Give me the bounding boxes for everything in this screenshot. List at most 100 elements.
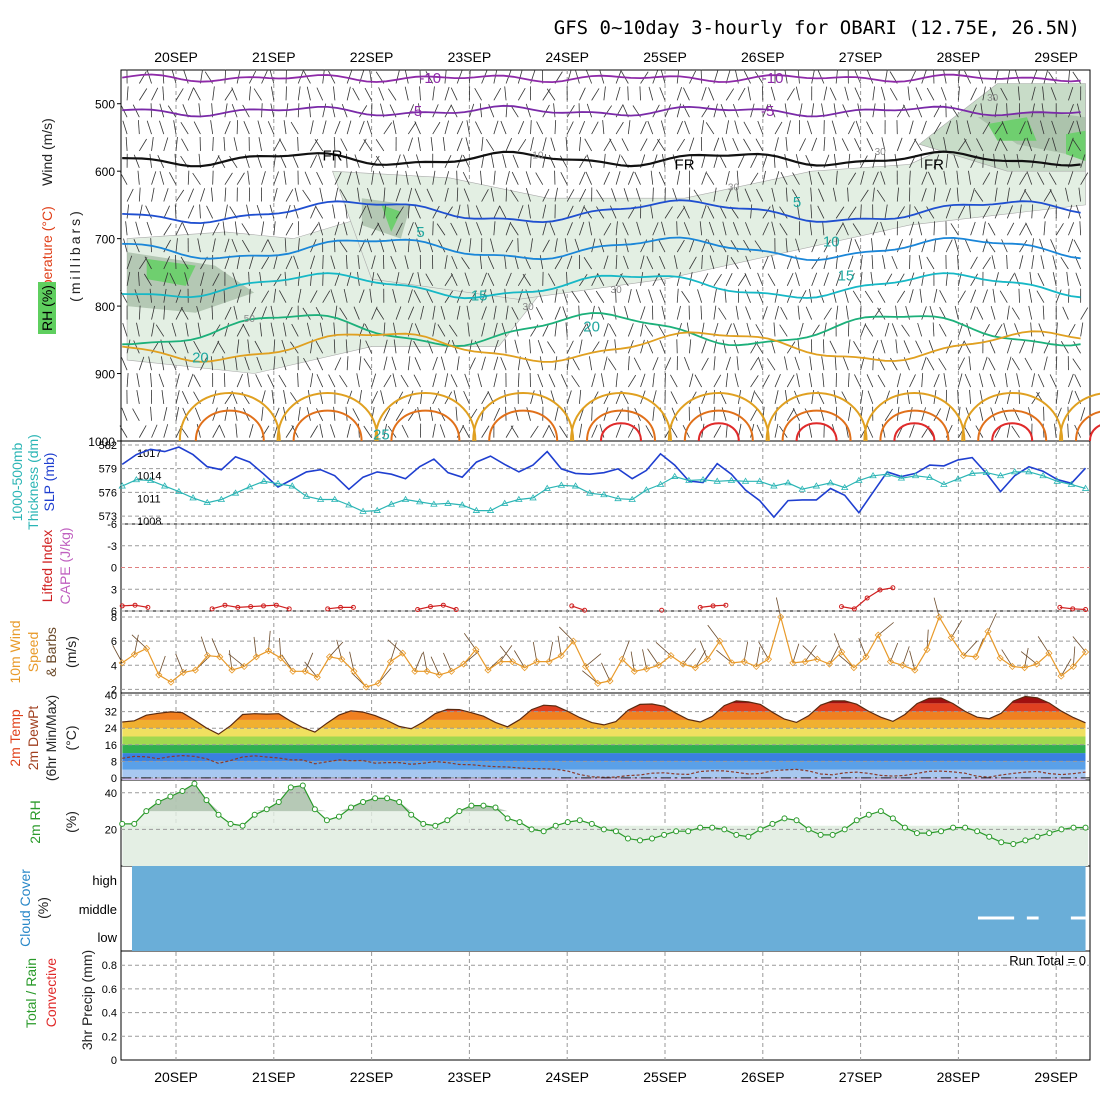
wind10m-marker (728, 659, 736, 667)
isotherm-label: -10 (762, 70, 784, 87)
wind-barb (988, 357, 996, 371)
wind-barb (193, 87, 201, 101)
wind-barb (223, 136, 226, 151)
wind-barb (332, 204, 336, 219)
wind-barb (493, 87, 502, 101)
wind-barb (248, 306, 257, 320)
wind10m-marker (935, 613, 943, 621)
wind-barb (627, 120, 631, 135)
wind10m-marker (960, 652, 968, 660)
wind-barb (138, 204, 143, 219)
wind-barb (744, 188, 751, 202)
wind-barb (652, 390, 657, 404)
wind-barb (734, 373, 739, 388)
wind-barb (261, 290, 270, 303)
wind-barb (1074, 374, 1082, 388)
isotherm-t_30 (977, 409, 1048, 442)
thickness-marker (996, 472, 1005, 479)
wind-barb (644, 324, 654, 337)
wind-barb (921, 70, 927, 84)
wind-barb (138, 88, 148, 101)
rh2m-marker (697, 824, 704, 831)
wind10m-marker (582, 662, 590, 671)
wind-barb (786, 272, 794, 287)
wind-barb (882, 255, 886, 270)
rh2m-marker (636, 837, 643, 844)
wind-barb (456, 356, 460, 371)
wind-barb (613, 305, 617, 320)
wind-barb (175, 254, 177, 270)
wind-barb (1006, 305, 1010, 320)
wind-barb (343, 288, 348, 303)
wind-barb (683, 205, 690, 219)
thickness-marker (571, 482, 580, 489)
wind10m-barb (890, 642, 899, 662)
wind-barb (463, 390, 470, 405)
precip-tick: 0 (111, 1055, 117, 1067)
wind-barb (1050, 239, 1057, 253)
wind10m-line (121, 614, 1086, 688)
wind-barb (168, 341, 177, 354)
rh2m-marker (179, 787, 186, 794)
wind-barb (721, 137, 727, 152)
wind-barb (615, 373, 618, 388)
wind-barb (647, 120, 654, 135)
wind-barb (807, 120, 813, 135)
wind-barb (640, 306, 646, 320)
wind10m-barb (443, 652, 452, 672)
wind-barb (371, 373, 377, 388)
wind-barb (865, 324, 874, 337)
thickness-marker (387, 500, 396, 507)
wind10m-barb (1001, 649, 1013, 667)
rh2m-marker (829, 831, 836, 838)
wind-barb (163, 407, 168, 421)
isotherm-t_30 (194, 409, 265, 442)
wind-barb (432, 205, 440, 219)
wind-barb (608, 358, 617, 371)
lifted-index-marker (119, 603, 125, 609)
wind-barb (566, 121, 574, 135)
wind-barb (456, 305, 461, 320)
wind-barb (310, 290, 318, 303)
wind-barb (231, 238, 238, 253)
wind-barb (770, 86, 776, 101)
wind-barb (982, 356, 988, 371)
rh2m-marker (516, 819, 523, 826)
wind-barb (835, 69, 838, 84)
lifted-tick: 6 (111, 606, 117, 618)
wind-barb (989, 340, 996, 354)
wind-barb (493, 339, 499, 354)
lifted-tick: 0 (111, 563, 117, 575)
wind-barb (921, 407, 927, 421)
wind-barb (322, 290, 331, 303)
wind-barb (504, 389, 507, 404)
wind-barb (183, 70, 189, 84)
wind-barb (375, 307, 385, 320)
wind-barb (566, 340, 574, 354)
wind10m-barb (134, 634, 139, 655)
wind-barb (315, 307, 324, 320)
wind10m-marker (301, 667, 309, 675)
wind10m-barb (642, 649, 647, 669)
wind-barb (232, 272, 238, 286)
wind-barb (700, 305, 703, 320)
wind-barb (982, 257, 991, 270)
wind-barb (196, 306, 201, 320)
wind-barb (479, 103, 483, 118)
isotherm-t_m10 (122, 73, 1081, 84)
wind-barb (1031, 86, 1036, 101)
wind-barb (831, 120, 837, 135)
wind-barb (799, 290, 807, 303)
precip-axis-label-c: 3hr Precip (mm) (79, 950, 95, 1050)
wind-barb (627, 374, 637, 388)
wind-barb (258, 137, 262, 152)
isotherm-t_25 (178, 391, 281, 442)
wind-barb (880, 171, 886, 185)
wind-barb (684, 120, 690, 135)
wind-barb (709, 255, 715, 270)
wind-barb (366, 120, 372, 135)
wind-barb (417, 137, 421, 152)
wind-barb (436, 223, 446, 236)
wind-barb (823, 307, 832, 320)
rh2m-marker (203, 797, 210, 804)
